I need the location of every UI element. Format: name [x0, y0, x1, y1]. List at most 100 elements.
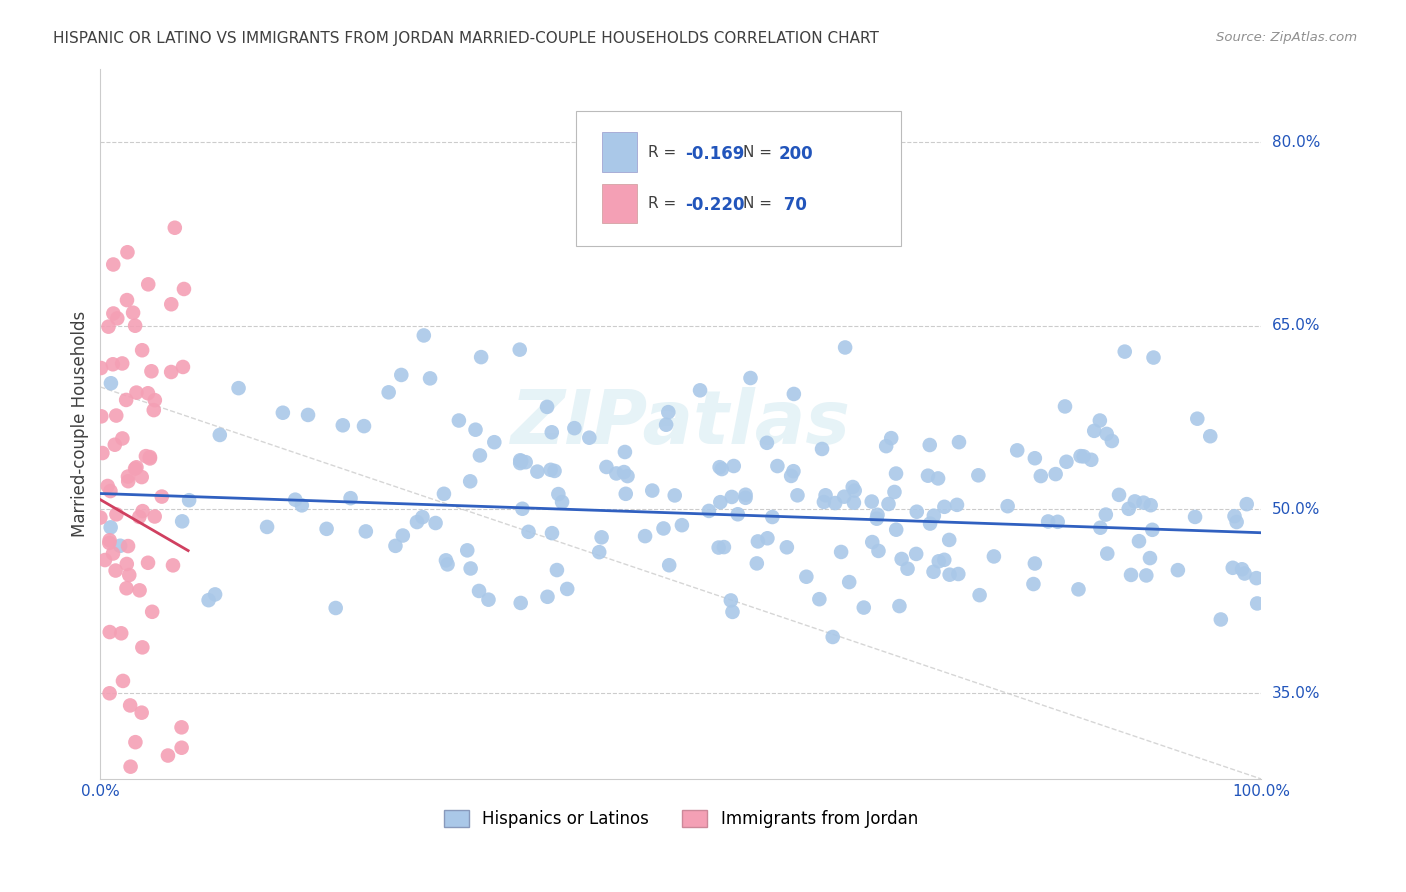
Point — [460, 561, 482, 575]
Point — [456, 543, 478, 558]
Point — [877, 497, 900, 511]
Point — [1005, 443, 1028, 458]
Point — [1226, 515, 1249, 529]
Point — [1090, 521, 1112, 535]
Point — [509, 456, 531, 470]
Point — [509, 596, 531, 610]
Point — [98, 686, 121, 700]
Point — [136, 386, 159, 401]
Point — [889, 599, 911, 613]
Point — [98, 533, 121, 548]
Point — [115, 392, 138, 407]
Text: N =: N = — [744, 145, 778, 160]
Point — [1070, 449, 1092, 463]
Point — [354, 524, 377, 539]
Point — [173, 282, 195, 296]
Text: 35.0%: 35.0% — [1272, 686, 1320, 701]
Point — [808, 592, 831, 607]
Text: R =: R = — [648, 196, 682, 211]
Point — [128, 583, 150, 598]
Point — [163, 220, 186, 235]
Point — [434, 553, 457, 567]
Point — [1114, 344, 1136, 359]
Point — [875, 439, 897, 453]
Point — [713, 540, 735, 554]
Point — [470, 350, 492, 364]
Point — [91, 446, 114, 460]
Point — [934, 500, 956, 514]
Point — [122, 306, 145, 320]
Point — [1024, 451, 1046, 466]
Point — [709, 495, 731, 509]
Point — [115, 581, 138, 595]
Point — [844, 483, 866, 498]
Point — [1246, 597, 1268, 611]
Point — [141, 605, 163, 619]
Point — [1056, 455, 1078, 469]
Point — [634, 529, 657, 543]
Point — [1123, 494, 1146, 508]
Point — [406, 515, 429, 529]
Point — [90, 409, 112, 424]
Point — [120, 759, 142, 773]
Point — [104, 438, 127, 452]
Point — [1223, 509, 1246, 524]
Point — [1083, 424, 1105, 438]
Point — [1024, 557, 1046, 571]
Point — [595, 460, 617, 475]
Point — [1135, 568, 1157, 582]
Point — [588, 545, 610, 559]
Point — [105, 409, 128, 423]
Point — [339, 491, 361, 505]
Point — [509, 453, 531, 467]
Point — [120, 698, 142, 713]
Point — [830, 545, 852, 559]
Point — [124, 318, 146, 333]
Point — [100, 376, 122, 391]
Text: 70: 70 — [779, 196, 807, 214]
Point — [605, 467, 627, 481]
Point — [832, 490, 855, 504]
Point — [143, 509, 166, 524]
Point — [948, 435, 970, 450]
Point — [110, 626, 132, 640]
Point — [796, 570, 818, 584]
Point — [90, 361, 112, 376]
Point — [143, 393, 166, 408]
Point — [271, 406, 294, 420]
Point — [105, 311, 128, 326]
Point — [1233, 566, 1256, 581]
Point — [105, 508, 128, 522]
Point — [411, 510, 433, 524]
Point — [172, 514, 194, 528]
Point — [834, 341, 856, 355]
Point — [291, 499, 314, 513]
FancyBboxPatch shape — [576, 112, 901, 246]
Point — [517, 524, 540, 539]
Point — [842, 496, 865, 510]
Point — [1036, 515, 1059, 529]
Point — [135, 449, 157, 463]
Point — [1209, 612, 1232, 626]
Point — [614, 487, 637, 501]
Point — [101, 547, 124, 561]
Point — [1067, 582, 1090, 597]
Point — [131, 343, 153, 358]
Point — [384, 539, 406, 553]
Point — [208, 428, 231, 442]
Point — [543, 464, 565, 478]
Text: R =: R = — [648, 145, 682, 160]
Point — [1128, 534, 1150, 549]
Point — [433, 487, 456, 501]
Point — [536, 400, 558, 414]
Point — [284, 492, 307, 507]
FancyBboxPatch shape — [602, 185, 637, 223]
Point — [1246, 571, 1268, 585]
Point — [1132, 496, 1154, 510]
Point — [948, 566, 970, 581]
Point — [391, 528, 413, 542]
Text: 50.0%: 50.0% — [1272, 502, 1320, 517]
Point — [353, 419, 375, 434]
Legend: Hispanics or Latinos, Immigrants from Jordan: Hispanics or Latinos, Immigrants from Jo… — [437, 803, 925, 835]
Point — [1119, 568, 1142, 582]
